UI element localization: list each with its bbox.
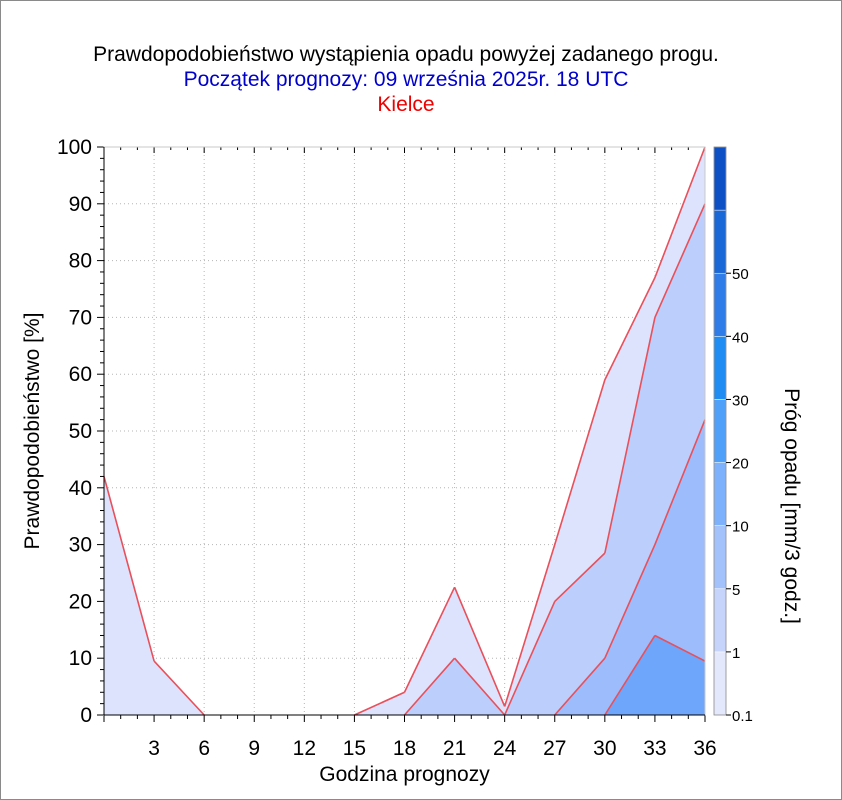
- colorbar-tick-label: 20: [732, 456, 749, 473]
- colorbar-segment: [713, 651, 727, 716]
- colorbar-border: [713, 146, 727, 716]
- colorbar-segment: [713, 462, 727, 526]
- y-tick-label: 10: [69, 647, 92, 670]
- colorbar-tick-label: 30: [732, 392, 749, 409]
- x-axis-label: Godzina prognozy: [319, 763, 490, 786]
- y-tick-label: 80: [69, 250, 92, 273]
- x-tick-label: 27: [543, 737, 566, 760]
- area-threshold-10: [104, 635, 705, 715]
- x-tick-label: 24: [493, 737, 517, 760]
- colorbar-tick-label: 50: [732, 266, 749, 283]
- colorbar-tick-label: 5: [732, 582, 740, 599]
- x-tick-label: 3: [148, 737, 160, 760]
- y-tick-label: 20: [69, 590, 92, 613]
- colorbar-segment: [713, 336, 727, 400]
- x-tick-label: 15: [343, 737, 366, 760]
- line-threshold-1: [403, 203, 706, 716]
- colorbar-tick-label: 40: [732, 329, 749, 346]
- colorbar-segment: [713, 209, 727, 274]
- colorbar-tick-label: 1: [732, 645, 740, 662]
- chart-subtitle: Początek prognozy: 09 września 2025r. 18…: [183, 68, 629, 91]
- colorbar-tick-label: 10: [732, 519, 749, 536]
- colorbar-segment: [713, 525, 727, 590]
- chart-location: Kielce: [377, 93, 435, 116]
- x-tick-label: 6: [198, 737, 210, 760]
- y-tick-label: 60: [69, 363, 92, 386]
- y-axis-label: Prawdopodobieństwo [%]: [21, 313, 44, 550]
- x-tick-label: 9: [248, 737, 260, 760]
- line-threshold-0.1: [103, 146, 706, 716]
- y-tick-label: 90: [69, 193, 92, 216]
- colorbar-segment: [713, 399, 727, 463]
- line-threshold-5: [554, 419, 706, 716]
- area-threshold-0.1: [104, 147, 705, 715]
- x-tick-label: 18: [393, 737, 416, 760]
- y-tick-label: 70: [69, 306, 92, 329]
- colorbar-tick-label: 0.1: [732, 708, 753, 725]
- x-tick-label: 36: [693, 737, 716, 760]
- y-tick-label: 50: [69, 420, 92, 443]
- y-tick-label: 0: [80, 704, 92, 727]
- x-tick-label: 12: [293, 737, 316, 760]
- x-tick-label: 21: [443, 737, 466, 760]
- x-tick-label: 30: [593, 737, 616, 760]
- colorbar-segment: [713, 588, 727, 653]
- chart-title: Prawdopodobieństwo wystąpienia opadu pow…: [93, 43, 719, 66]
- y-tick-label: 100: [57, 136, 92, 159]
- colorbar-segment: [713, 272, 727, 337]
- colorbar-segment: [713, 146, 727, 211]
- line-threshold-10: [604, 634, 706, 716]
- x-tick-label: 33: [643, 737, 666, 760]
- colorbar-label: Próg opadu [mm/3 godz.]: [780, 388, 803, 624]
- y-tick-label: 30: [69, 534, 92, 557]
- y-tick-label: 40: [69, 477, 92, 500]
